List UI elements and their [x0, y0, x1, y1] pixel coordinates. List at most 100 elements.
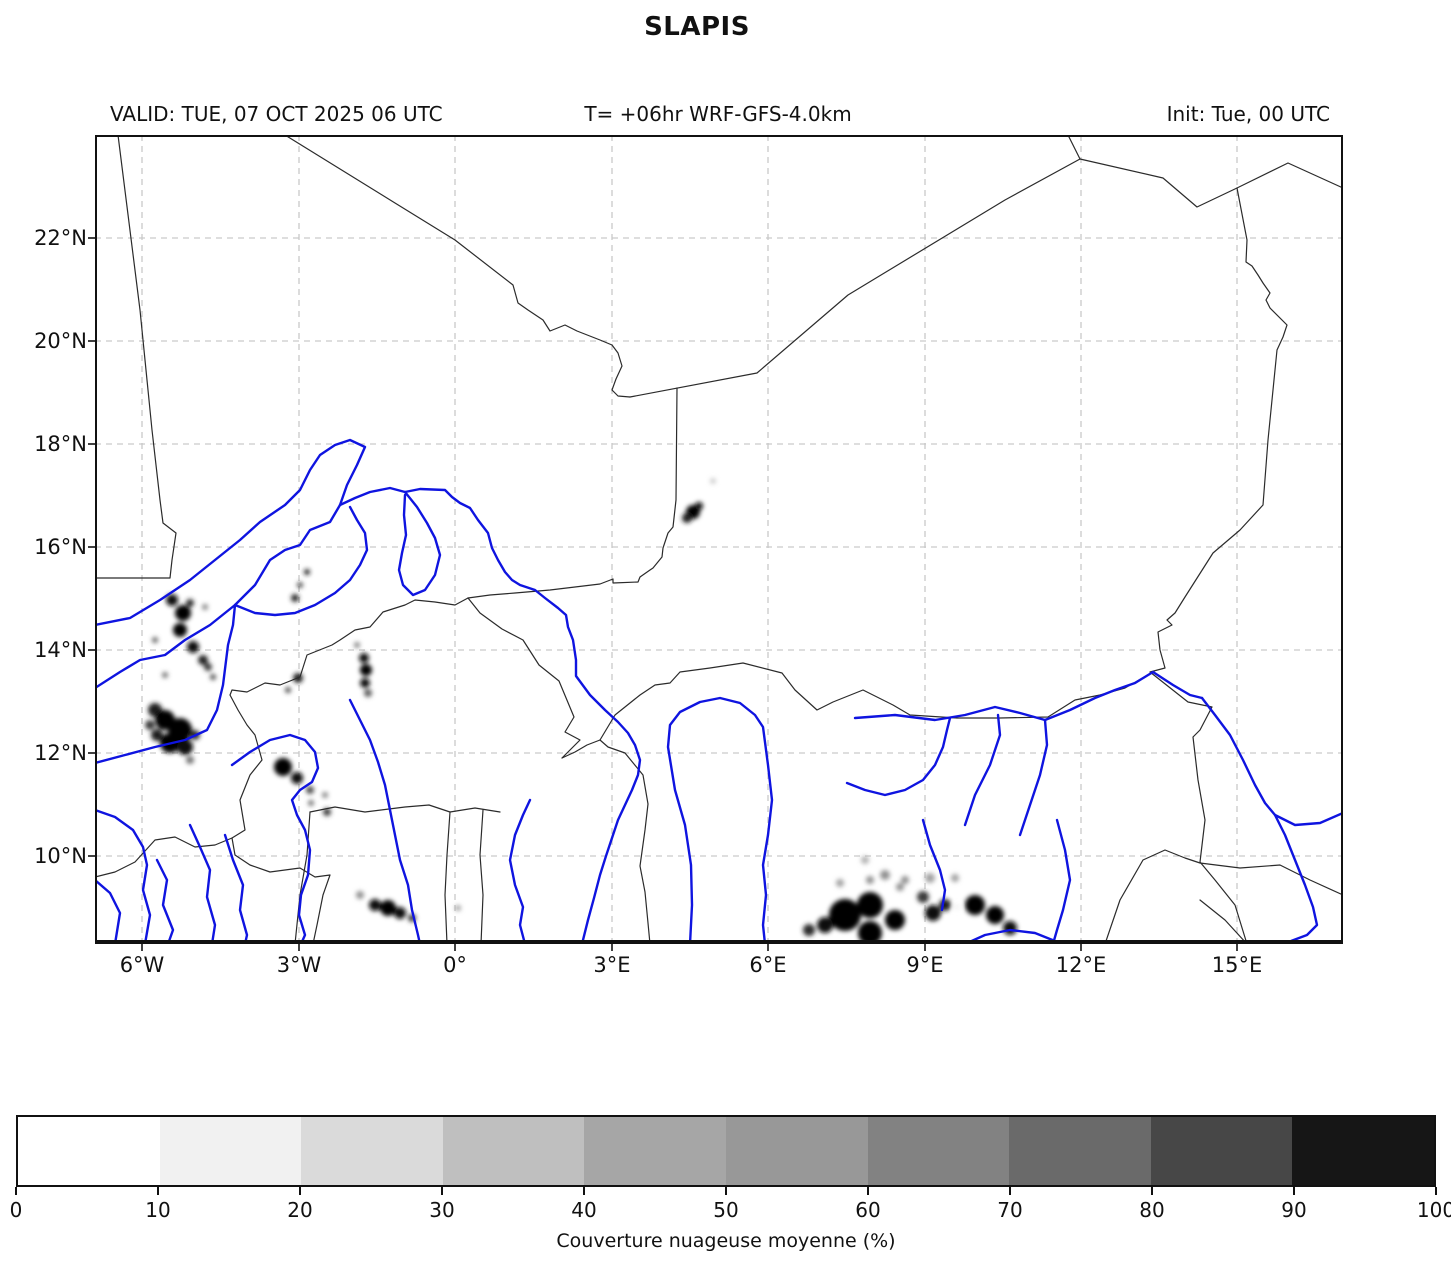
country-border: [599, 662, 1154, 741]
cloud-blob: [356, 891, 364, 899]
country-border: [95, 135, 177, 579]
x-tick-label: 3°W: [276, 953, 322, 977]
country-border: [1067, 135, 1081, 160]
colorbar-tick-label: 70: [997, 1198, 1023, 1222]
colorbar-tick-label: 20: [287, 1198, 313, 1222]
country-border: [1199, 899, 1248, 944]
country-border: [1079, 158, 1343, 208]
colorbar-segment: [1009, 1117, 1151, 1185]
cloud-blob: [951, 874, 959, 882]
cloud-blob: [925, 905, 941, 921]
cloud-blob: [986, 906, 1004, 924]
cloud-blob: [274, 758, 292, 776]
colorbar-tick-mark: [1009, 1187, 1011, 1195]
country-border: [467, 387, 678, 599]
country-border: [479, 809, 484, 944]
x-tick-label: 3°E: [593, 953, 631, 977]
colorbar-tick-mark: [299, 1187, 301, 1195]
river: [233, 505, 369, 617]
cloud-blob: [297, 582, 303, 588]
cloud-blob: [695, 502, 703, 510]
cloud-blob: [187, 641, 199, 653]
cloud-blob: [360, 678, 370, 688]
river: [348, 698, 422, 944]
model-run-label: T= +06hr WRF-GFS-4.0km: [584, 102, 852, 126]
axis-ticks: [88, 237, 1238, 951]
cloud-blob: [145, 720, 155, 730]
x-tick-label: 9°E: [906, 953, 944, 977]
country-border: [294, 811, 311, 944]
colorbar-tick-mark: [15, 1187, 17, 1195]
colorbar-segment: [301, 1117, 443, 1185]
cloud-blob: [198, 655, 208, 665]
river: [1051, 818, 1072, 944]
colorbar-tick-mark: [157, 1187, 159, 1195]
country-border: [1104, 849, 1343, 944]
river: [95, 438, 367, 627]
map-frame: [95, 135, 1343, 944]
y-tick-label: 22°N: [34, 226, 87, 250]
cloud-blob: [285, 687, 291, 693]
cloud-blob: [354, 642, 360, 648]
colorbar-segment: [867, 1117, 1010, 1185]
cloud-blob: [360, 664, 372, 676]
river: [95, 603, 237, 765]
colorbar-tick-label: 50: [713, 1198, 739, 1222]
colorbar-tick-label: 90: [1281, 1198, 1307, 1222]
cloud-blob: [304, 569, 310, 575]
cloud-blob: [177, 739, 193, 755]
colorbar: [16, 1115, 1436, 1187]
cloud-blob: [858, 921, 882, 944]
country-border: [629, 158, 1081, 398]
cloud-blob: [173, 623, 187, 637]
river: [508, 798, 532, 944]
colorbar-segment: [18, 1117, 160, 1185]
river: [95, 808, 152, 944]
cloud-blob: [455, 905, 461, 911]
country-border: [599, 739, 651, 944]
cloud-blob: [291, 772, 303, 784]
cloud-blob: [710, 478, 716, 484]
country-border: [1149, 187, 1288, 944]
cloud-blob: [210, 674, 216, 680]
colorbar-tick-label: 40: [571, 1198, 597, 1222]
colorbar-segment: [159, 1117, 302, 1185]
x-tick-label: 15°E: [1211, 953, 1263, 977]
cloud-blob: [364, 689, 372, 697]
cloud-blob: [308, 800, 314, 806]
river: [95, 486, 642, 944]
cloud-blob: [394, 907, 406, 919]
colorbar-segment: [442, 1117, 585, 1185]
cloud-blob: [175, 605, 191, 621]
country-border: [284, 135, 631, 398]
cloud-blob: [1003, 921, 1017, 935]
cloud-blob: [186, 599, 194, 607]
river: [188, 823, 217, 944]
cloud-blob: [917, 891, 929, 903]
colorbar-tick-mark: [1151, 1187, 1153, 1195]
river: [666, 696, 774, 944]
cloud-blob: [861, 856, 869, 864]
colorbar-tick-label: 80: [1139, 1198, 1165, 1222]
river: [95, 878, 122, 944]
cloud-blob: [803, 924, 815, 936]
colorbar-tick-mark: [867, 1187, 869, 1195]
cloud-blob: [939, 899, 951, 911]
x-tick-label: 12°E: [1055, 953, 1107, 977]
page-title: SLAPIS: [644, 12, 750, 42]
river: [1273, 813, 1319, 944]
colorbar-tick-mark: [725, 1187, 727, 1195]
colorbar-tick-mark: [583, 1187, 585, 1195]
cloud-blob: [896, 883, 904, 891]
y-tick-label: 12°N: [34, 741, 87, 765]
colorbar-tick-mark: [1293, 1187, 1295, 1195]
colorbar-segment: [1292, 1117, 1434, 1185]
x-tick-label: 6°W: [119, 953, 165, 977]
cloud-blob: [359, 653, 369, 663]
grid-lines: [95, 135, 1343, 944]
cloud-cover-field: [145, 478, 1017, 944]
river: [853, 670, 1204, 722]
cloud-blob: [829, 899, 861, 931]
river: [397, 490, 442, 597]
y-tick-label: 18°N: [34, 432, 87, 456]
